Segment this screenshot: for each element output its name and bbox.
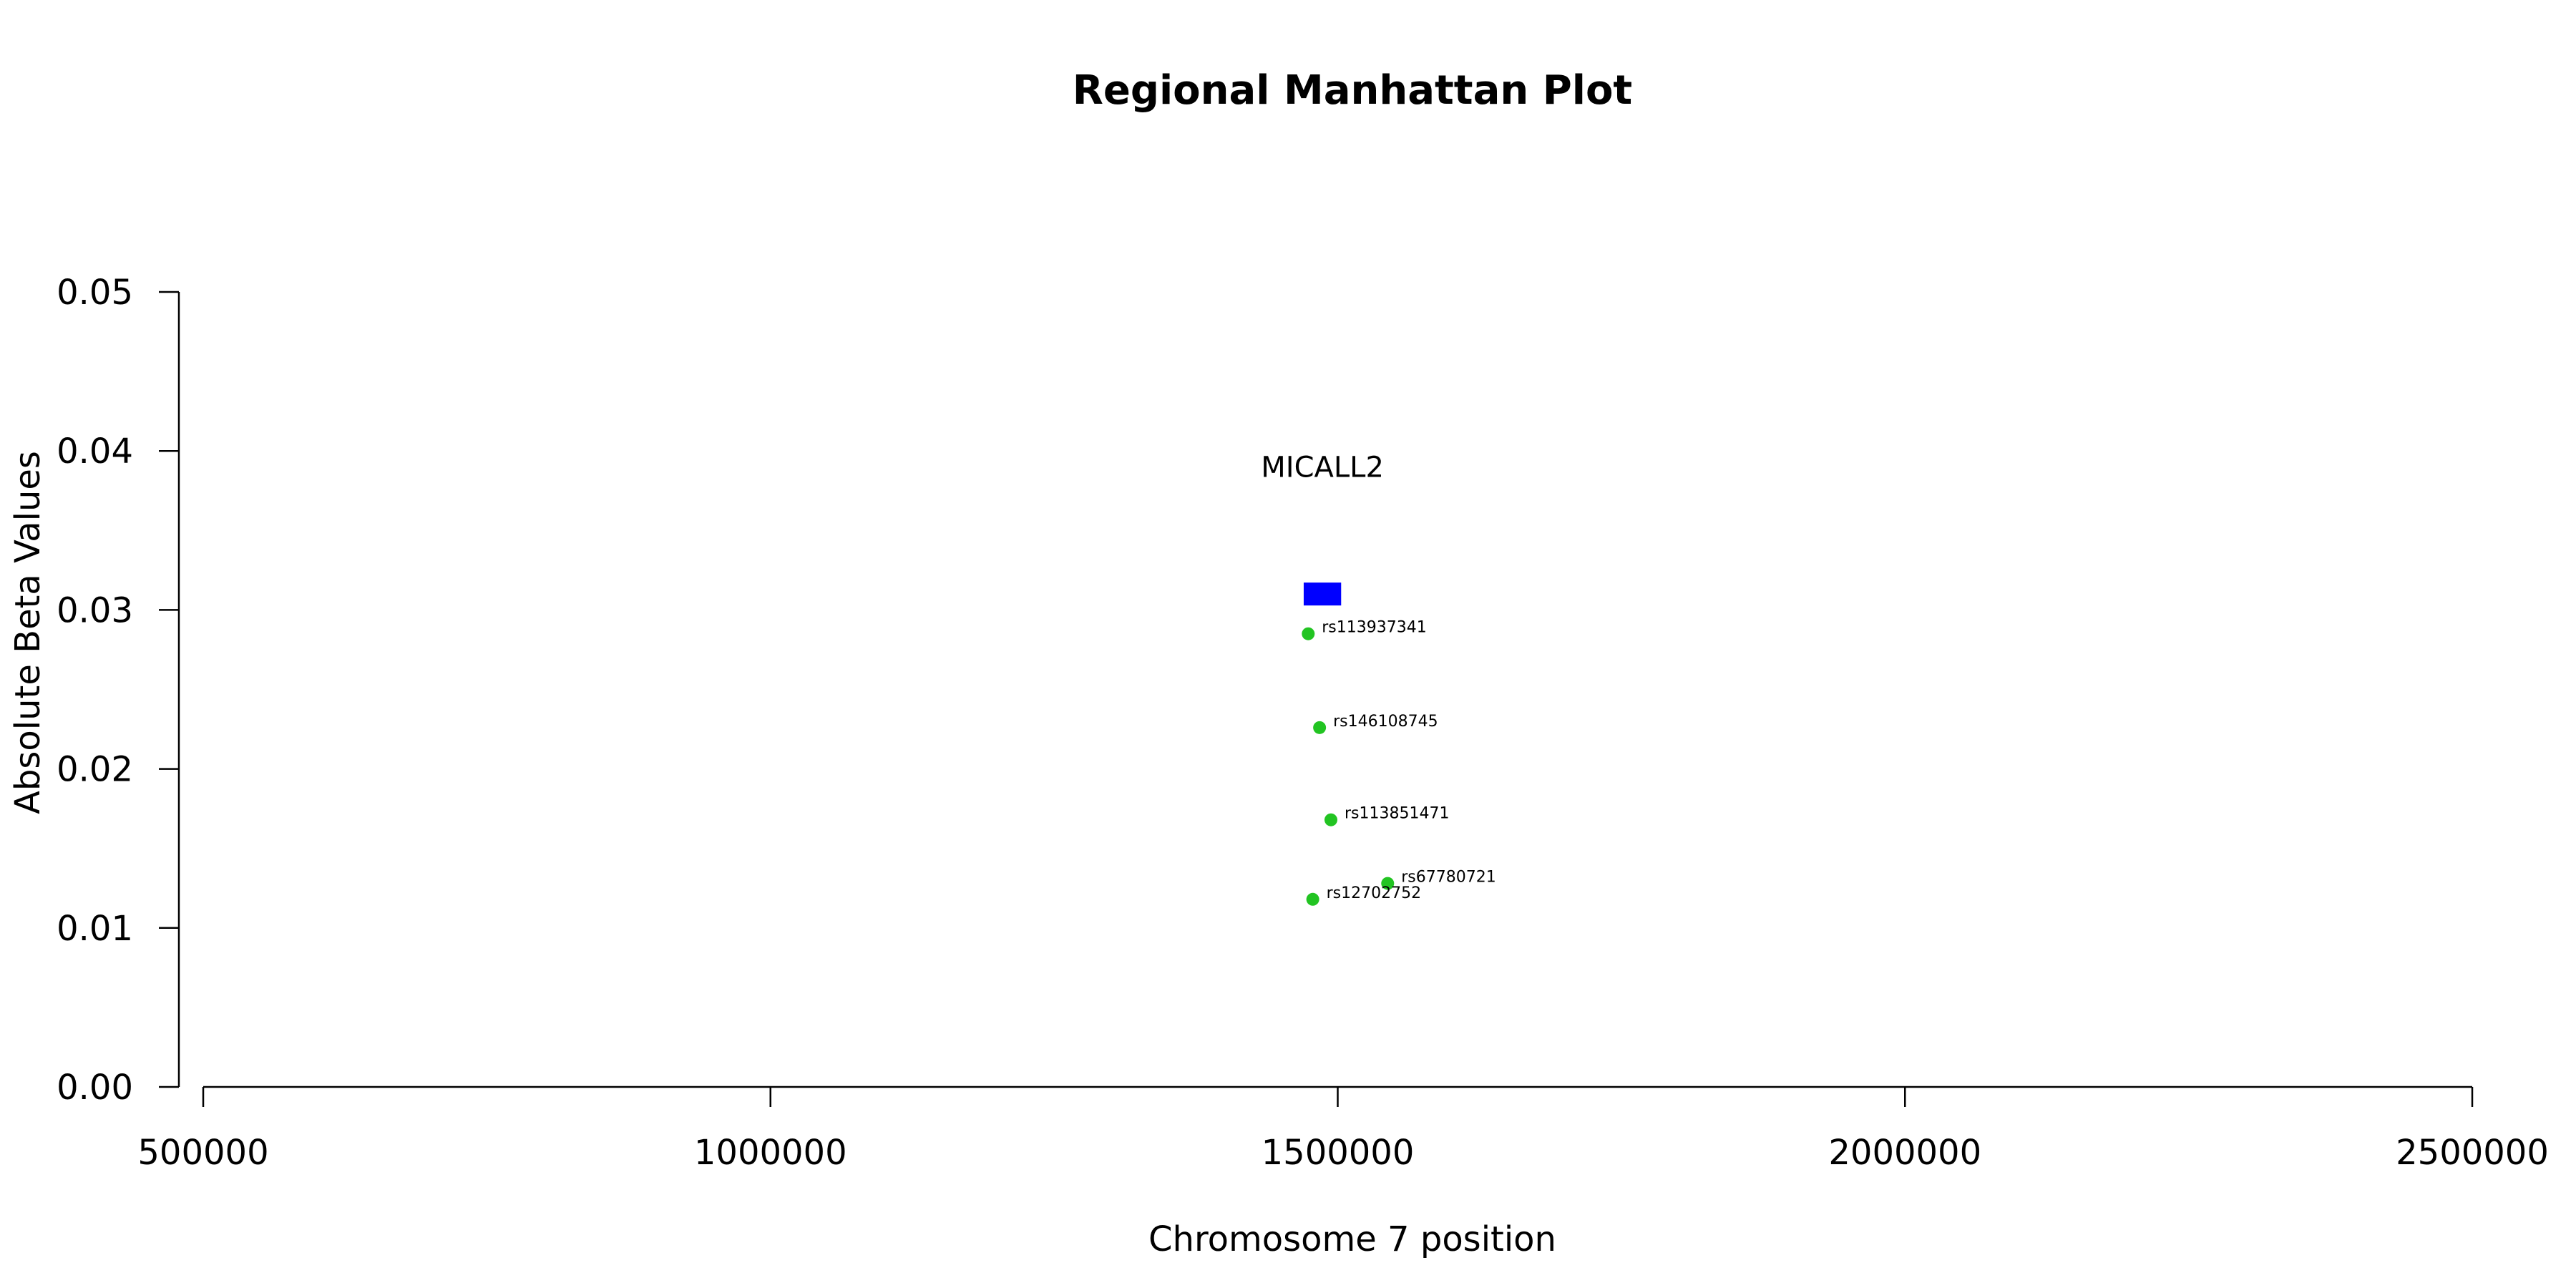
x-tick-label: 2500000 — [2396, 1133, 2549, 1173]
chart-title: Regional Manhattan Plot — [1073, 67, 1632, 114]
x-tick-label: 500000 — [137, 1133, 268, 1173]
y-axis-label: Absolute Beta Values — [8, 451, 48, 814]
snp-point — [1302, 627, 1315, 640]
y-tick-label: 0.00 — [57, 1068, 133, 1108]
gene-block — [1303, 582, 1342, 606]
snp-label: rs67780721 — [1401, 869, 1496, 887]
y-tick-label: 0.02 — [57, 750, 133, 790]
x-tick-label: 1000000 — [694, 1133, 847, 1173]
snp-label: rs12702752 — [1327, 884, 1421, 902]
x-axis-label: Chromosome 7 position — [1148, 1219, 1556, 1259]
snp-label: rs146108745 — [1333, 713, 1438, 731]
snp-point — [1313, 721, 1327, 734]
snp-point — [1306, 892, 1319, 906]
y-tick-label: 0.05 — [57, 273, 133, 313]
snp-label: rs113851471 — [1345, 805, 1449, 823]
y-axis-ticks: 0.00 0.01 0.02 0.03 0.04 0.05 — [57, 273, 179, 1108]
snp-point — [1381, 877, 1395, 890]
x-tick-label: 2000000 — [1828, 1133, 1981, 1173]
snp-label: rs113937341 — [1322, 619, 1426, 637]
x-axis-ticks: 500000 1000000 1500000 2000000 2500000 — [137, 1087, 2549, 1173]
y-tick-label: 0.04 — [57, 431, 133, 472]
snp-point — [1324, 813, 1337, 826]
y-tick-label: 0.01 — [57, 909, 133, 949]
gene-track: MICALL2 — [1261, 452, 1384, 606]
gene-label: MICALL2 — [1261, 452, 1384, 484]
snp-points: rs113937341 rs146108745 rs113851471 rs67780… — [1302, 619, 1496, 906]
y-tick-label: 0.03 — [57, 590, 133, 630]
x-tick-label: 1500000 — [1262, 1133, 1415, 1173]
